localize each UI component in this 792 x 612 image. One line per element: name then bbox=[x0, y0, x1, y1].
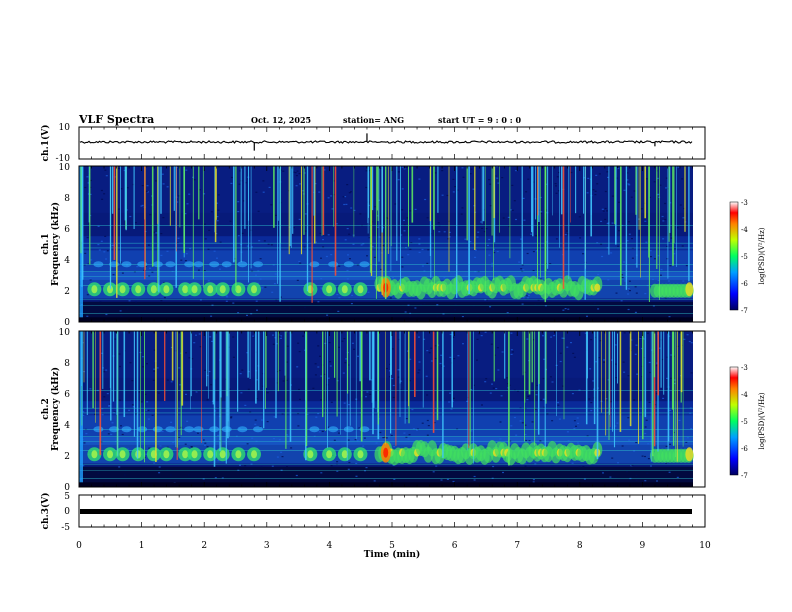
ch2-spectrogram-xticks bbox=[78, 331, 706, 487]
ch2-spectrogram-image bbox=[79, 331, 705, 487]
ch3-waveform-panel: 5 0 -5 ch.3(V) bbox=[40, 492, 706, 533]
ch1-cb-tick-m6: -6 bbox=[741, 280, 748, 288]
time-tick-label: 10 bbox=[699, 541, 711, 551]
time-axis-label: Time (min) bbox=[364, 549, 421, 560]
time-tick-label: 8 bbox=[577, 541, 583, 551]
time-tick-label: 6 bbox=[452, 541, 458, 551]
ch1-spec-ytick-2: 2 bbox=[64, 287, 70, 297]
ch1-spec-ylabel: ch.1 bbox=[41, 233, 51, 254]
ch1-cb-tick-m5: -5 bbox=[741, 253, 748, 261]
time-tick-label: 2 bbox=[201, 541, 207, 551]
station-label: station= ANG bbox=[343, 115, 404, 125]
ch1-spec-ytick-6: 6 bbox=[64, 225, 70, 235]
time-tick-label: 1 bbox=[139, 541, 145, 551]
ch1-waveform-xticks bbox=[78, 127, 706, 159]
ch3-ytick-5: 5 bbox=[64, 492, 70, 502]
date-label: Oct. 12, 2025 bbox=[251, 115, 311, 125]
ch1-waveform-trace bbox=[79, 133, 693, 151]
ch2-spec-ytick-8: 8 bbox=[64, 359, 70, 369]
ch2-colorbar bbox=[729, 366, 739, 476]
ch3-ytick-m5: -5 bbox=[61, 523, 70, 533]
ch3-waveform-xticks bbox=[78, 495, 706, 527]
ch1-waveform-ylabel: ch.1(V) bbox=[40, 125, 51, 162]
ch3-waveform-ylabel: ch.3(V) bbox=[40, 493, 51, 530]
ch1-spec-ylabel-freq: Frequency (kHz) bbox=[50, 202, 61, 286]
ch2-spec-ytick-2: 2 bbox=[64, 452, 70, 462]
ch1-waveform-line bbox=[79, 140, 693, 144]
ch1-colorbar-label: log(PSD)(V²/Hz) bbox=[758, 227, 766, 284]
ch1-spec-ytick-4: 4 bbox=[64, 256, 70, 266]
ch1-spec-ytick-0: 0 bbox=[64, 318, 70, 328]
ch3-ytick-0: 0 bbox=[64, 507, 70, 517]
ch2-cb-tick-m7: -7 bbox=[741, 472, 748, 480]
ch1-spectrogram-image bbox=[79, 166, 705, 322]
ch2-spec-ytick-6: 6 bbox=[64, 390, 70, 400]
time-tick-label: 3 bbox=[264, 541, 270, 551]
ch1-spectrogram-panel: 0 2 4 6 8 10 ch.1 Frequency (kHz) -3 -4 … bbox=[41, 163, 766, 328]
ch1-ytick-top: 10 bbox=[59, 123, 71, 133]
ch1-waveform-panel: 10 -10 ch.1(V) bbox=[40, 123, 706, 164]
time-tick-label: 0 bbox=[76, 541, 82, 551]
ch3-waveform-trace bbox=[80, 509, 692, 514]
ch1-cb-tick-m7: -7 bbox=[741, 307, 748, 315]
time-tick-label: 4 bbox=[327, 541, 333, 551]
ch1-colorbar bbox=[729, 201, 739, 311]
ch2-cb-tick-m4: -4 bbox=[741, 391, 748, 399]
ch2-spec-ytick-0: 0 bbox=[64, 483, 70, 493]
ch1-spectrogram-xticks bbox=[78, 166, 706, 322]
ch1-cb-tick-m3: -3 bbox=[741, 199, 748, 207]
ch2-cb-tick-m6: -6 bbox=[741, 445, 748, 453]
ch1-cb-tick-m4: -4 bbox=[741, 226, 748, 234]
ch2-colorbar-label: log(PSD)(V²/Hz) bbox=[758, 392, 766, 449]
time-axis-tick-labels: 0 1 2 3 4 5 6 7 8 9 10 bbox=[76, 541, 711, 551]
ch2-spectrogram-panel: 0 2 4 6 8 10 ch.2 Frequency (kHz) -3 -4 … bbox=[41, 328, 766, 493]
time-tick-label: 7 bbox=[514, 541, 520, 551]
ch2-cb-tick-m5: -5 bbox=[741, 418, 748, 426]
time-tick-label: 5 bbox=[389, 541, 395, 551]
ch2-cb-tick-m3: -3 bbox=[741, 364, 748, 372]
ch1-spec-ytick-10: 10 bbox=[59, 163, 71, 173]
ch2-spec-ylabel-freq: Frequency (kHz) bbox=[50, 367, 61, 451]
time-tick-label: 9 bbox=[640, 541, 646, 551]
ch2-spec-ytick-10: 10 bbox=[59, 328, 71, 338]
ch2-spec-ylabel: ch.2 bbox=[41, 398, 51, 419]
start-time-label: start UT = 9 : 0 : 0 bbox=[438, 115, 521, 125]
ch2-spec-ytick-4: 4 bbox=[64, 421, 70, 431]
ch1-spec-ytick-8: 8 bbox=[64, 194, 70, 204]
ch1-ytick-bottom: -10 bbox=[56, 154, 71, 164]
figure-title: VLF Spectra bbox=[78, 113, 154, 126]
